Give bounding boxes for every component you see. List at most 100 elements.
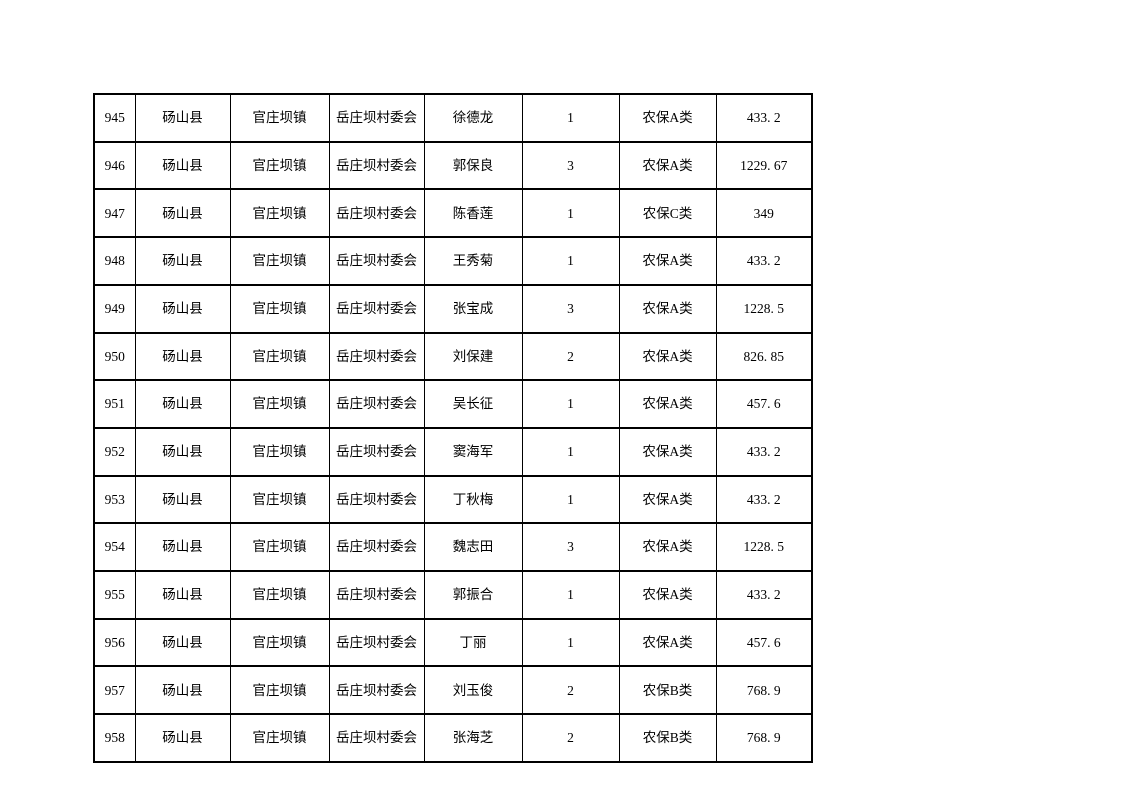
- cell-serial-number: 958: [93, 713, 136, 763]
- table-row: 952 砀山县 官庄坝镇 岳庄坝村委会 窦海军 1 农保A类 433. 2: [93, 426, 813, 477]
- cell-town: 官庄坝镇: [229, 570, 330, 620]
- cell-village-committee: 岳庄坝村委会: [328, 474, 425, 525]
- table-row: 958 砀山县 官庄坝镇 岳庄坝村委会 张海芝 2 农保B类 768. 9: [93, 713, 813, 763]
- cell-insurance-category: 农保A类: [618, 140, 717, 191]
- cell-county: 砀山县: [134, 236, 231, 286]
- cell-insurance-category: 农保C类: [618, 188, 717, 239]
- cell-town: 官庄坝镇: [229, 665, 330, 716]
- cell-person-count: 1: [521, 236, 620, 286]
- cell-person-count: 1: [521, 474, 620, 525]
- cell-amount: 433. 2: [715, 474, 813, 525]
- cell-person-count: 2: [521, 331, 620, 382]
- table-row: 951 砀山县 官庄坝镇 岳庄坝村委会 吴长征 1 农保A类 457. 6: [93, 379, 813, 429]
- cell-insurance-category: 农保B类: [618, 713, 717, 763]
- cell-county: 砀山县: [134, 617, 231, 668]
- cell-serial-number: 949: [93, 283, 136, 334]
- cell-serial-number: 957: [93, 665, 136, 716]
- cell-amount: 349: [715, 188, 813, 239]
- cell-person-count: 1: [521, 188, 620, 239]
- cell-insurance-category: 农保B类: [618, 665, 717, 716]
- cell-person-count: 1: [521, 617, 620, 668]
- cell-town: 官庄坝镇: [229, 283, 330, 334]
- cell-person-count: 1: [521, 570, 620, 620]
- table-row: 956 砀山县 官庄坝镇 岳庄坝村委会 丁丽 1 农保A类 457. 6: [93, 617, 813, 668]
- cell-amount: 457. 6: [715, 379, 813, 429]
- table-row: 955 砀山县 官庄坝镇 岳庄坝村委会 郭振合 1 农保A类 433. 2: [93, 570, 813, 620]
- cell-town: 官庄坝镇: [229, 522, 330, 573]
- cell-person-name: 王秀菊: [423, 236, 523, 286]
- cell-amount: 433. 2: [715, 570, 813, 620]
- cell-amount: 768. 9: [715, 713, 813, 763]
- cell-serial-number: 947: [93, 188, 136, 239]
- cell-village-committee: 岳庄坝村委会: [328, 522, 425, 573]
- cell-amount: 1228. 5: [715, 522, 813, 573]
- table-body: 945 砀山县 官庄坝镇 岳庄坝村委会 徐德龙 1 农保A类 433. 2 946 砀山县 官庄坝镇…: [93, 93, 813, 763]
- cell-town: 官庄坝镇: [229, 188, 330, 239]
- cell-town: 官庄坝镇: [229, 93, 330, 143]
- cell-insurance-category: 农保A类: [618, 474, 717, 525]
- cell-person-count: 1: [521, 379, 620, 429]
- cell-person-name: 郭振合: [423, 570, 523, 620]
- cell-insurance-category: 农保A类: [618, 570, 717, 620]
- cell-person-count: 1: [521, 426, 620, 477]
- cell-town: 官庄坝镇: [229, 617, 330, 668]
- cell-village-committee: 岳庄坝村委会: [328, 331, 425, 382]
- cell-serial-number: 946: [93, 140, 136, 191]
- cell-town: 官庄坝镇: [229, 236, 330, 286]
- cell-town: 官庄坝镇: [229, 426, 330, 477]
- cell-person-count: 3: [521, 283, 620, 334]
- cell-county: 砀山县: [134, 331, 231, 382]
- cell-person-count: 2: [521, 713, 620, 763]
- cell-amount: 433. 2: [715, 93, 813, 143]
- cell-town: 官庄坝镇: [229, 474, 330, 525]
- cell-village-committee: 岳庄坝村委会: [328, 570, 425, 620]
- cell-person-name: 郭保良: [423, 140, 523, 191]
- cell-insurance-category: 农保A类: [618, 522, 717, 573]
- cell-amount: 1229. 67: [715, 140, 813, 191]
- cell-village-committee: 岳庄坝村委会: [328, 140, 425, 191]
- cell-serial-number: 956: [93, 617, 136, 668]
- cell-person-name: 魏志田: [423, 522, 523, 573]
- cell-village-committee: 岳庄坝村委会: [328, 236, 425, 286]
- table-row: 945 砀山县 官庄坝镇 岳庄坝村委会 徐德龙 1 农保A类 433. 2: [93, 93, 813, 143]
- cell-insurance-category: 农保A类: [618, 426, 717, 477]
- cell-town: 官庄坝镇: [229, 379, 330, 429]
- cell-insurance-category: 农保A类: [618, 93, 717, 143]
- cell-village-committee: 岳庄坝村委会: [328, 617, 425, 668]
- cell-serial-number: 951: [93, 379, 136, 429]
- cell-person-name: 陈香莲: [423, 188, 523, 239]
- insurance-roster-table: 945 砀山县 官庄坝镇 岳庄坝村委会 徐德龙 1 农保A类 433. 2 946 砀山县 官庄坝镇…: [93, 93, 813, 763]
- cell-serial-number: 945: [93, 93, 136, 143]
- cell-village-committee: 岳庄坝村委会: [328, 188, 425, 239]
- cell-insurance-category: 农保A类: [618, 331, 717, 382]
- cell-person-name: 张海芝: [423, 713, 523, 763]
- cell-person-name: 窦海军: [423, 426, 523, 477]
- cell-amount: 457. 6: [715, 617, 813, 668]
- cell-person-name: 徐德龙: [423, 93, 523, 143]
- cell-village-committee: 岳庄坝村委会: [328, 379, 425, 429]
- cell-village-committee: 岳庄坝村委会: [328, 426, 425, 477]
- cell-county: 砀山县: [134, 713, 231, 763]
- cell-insurance-category: 农保A类: [618, 236, 717, 286]
- cell-serial-number: 954: [93, 522, 136, 573]
- cell-person-name: 刘保建: [423, 331, 523, 382]
- cell-amount: 826. 85: [715, 331, 813, 382]
- cell-person-count: 3: [521, 140, 620, 191]
- cell-town: 官庄坝镇: [229, 713, 330, 763]
- table-row: 954 砀山县 官庄坝镇 岳庄坝村委会 魏志田 3 农保A类 1228. 5: [93, 522, 813, 573]
- cell-village-committee: 岳庄坝村委会: [328, 665, 425, 716]
- cell-serial-number: 953: [93, 474, 136, 525]
- cell-amount: 433. 2: [715, 426, 813, 477]
- cell-village-committee: 岳庄坝村委会: [328, 713, 425, 763]
- cell-person-count: 3: [521, 522, 620, 573]
- cell-village-committee: 岳庄坝村委会: [328, 283, 425, 334]
- table-row: 948 砀山县 官庄坝镇 岳庄坝村委会 王秀菊 1 农保A类 433. 2: [93, 236, 813, 286]
- cell-person-name: 张宝成: [423, 283, 523, 334]
- cell-person-name: 丁丽: [423, 617, 523, 668]
- cell-county: 砀山县: [134, 283, 231, 334]
- cell-town: 官庄坝镇: [229, 140, 330, 191]
- cell-serial-number: 952: [93, 426, 136, 477]
- table-row: 957 砀山县 官庄坝镇 岳庄坝村委会 刘玉俊 2 农保B类 768. 9: [93, 665, 813, 716]
- cell-person-name: 丁秋梅: [423, 474, 523, 525]
- cell-person-name: 吴长征: [423, 379, 523, 429]
